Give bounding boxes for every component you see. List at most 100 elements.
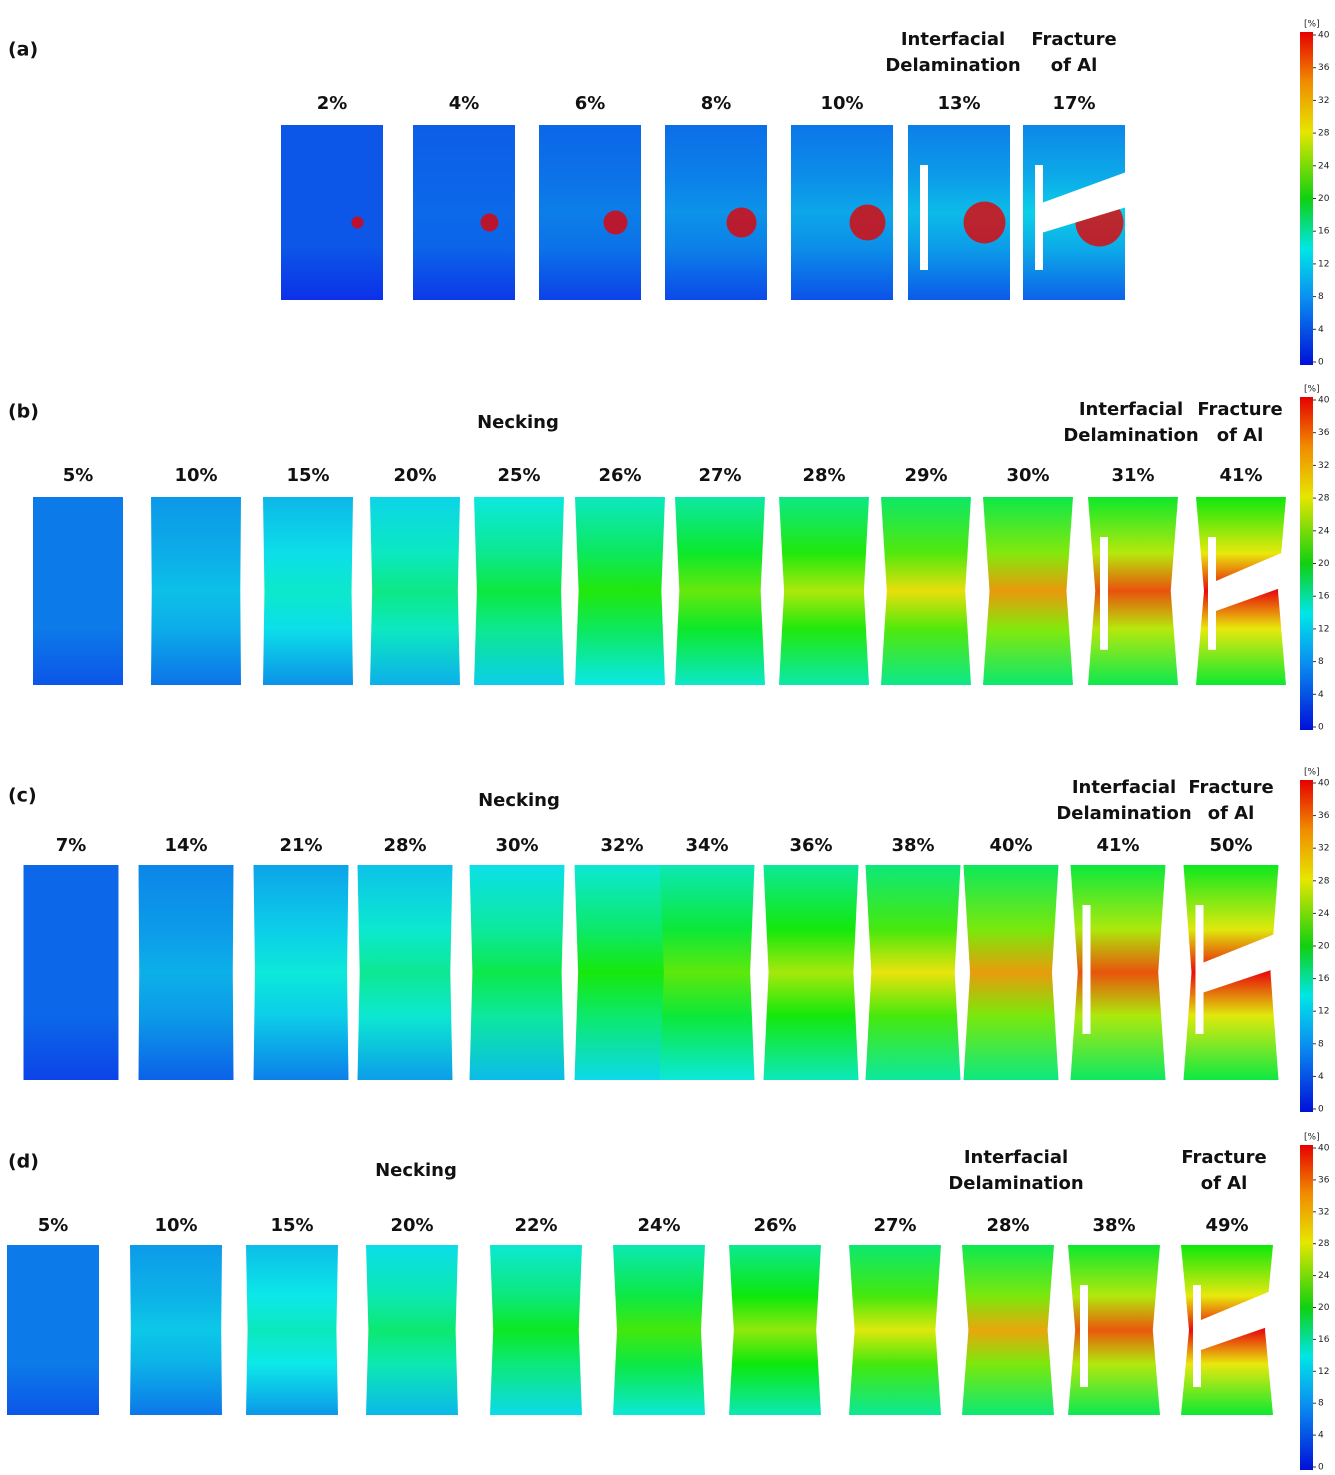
colorbar-tick-label: 0 <box>1318 1105 1324 1115</box>
hot-spot <box>964 202 1006 244</box>
specimen <box>675 497 765 685</box>
colorbar-tick-label: 36 <box>1318 1175 1330 1185</box>
colorbar-tick-label: 16 <box>1318 1335 1330 1345</box>
strain-label: 21% <box>279 835 322 856</box>
annotation: Necking <box>375 1160 457 1181</box>
specimen <box>7 1245 99 1415</box>
hot-spot <box>352 217 364 229</box>
specimen <box>263 497 353 685</box>
colorbar-tick-label: 36 <box>1318 811 1330 821</box>
colorbar-tick-label: 24 <box>1318 526 1330 536</box>
colorbar-tick-label: 12 <box>1318 259 1329 269</box>
annotation: Fracture <box>1181 1147 1266 1168</box>
colorbar-tick-label: 32 <box>1318 461 1329 471</box>
colorbar-tick-label: 32 <box>1318 844 1329 854</box>
annotation: Interfacial <box>1072 777 1176 798</box>
strain-label: 24% <box>637 1215 680 1236</box>
delamination-gap <box>1193 1285 1201 1387</box>
annotation: Interfacial <box>1079 399 1183 420</box>
colorbar-tick-label: 4 <box>1318 690 1324 700</box>
annotation: of Al <box>1217 425 1264 446</box>
panel-label: (b) <box>8 401 39 423</box>
specimen <box>474 497 564 685</box>
specimen <box>370 497 460 685</box>
colorbar-tick-label: 28 <box>1318 494 1330 504</box>
strain-label: 8% <box>701 93 732 114</box>
specimen <box>130 1245 222 1415</box>
specimen <box>575 497 665 685</box>
colorbar-tick-label: 40 <box>1318 1144 1330 1154</box>
colorbar-unit: [%] <box>1304 768 1320 778</box>
specimen <box>281 125 383 300</box>
hot-spot <box>604 211 628 235</box>
panel-label: (c) <box>8 785 37 807</box>
colorbar-tick-label: 28 <box>1318 876 1330 886</box>
colorbar-tick-label: 4 <box>1318 1431 1324 1441</box>
annotation: Delamination <box>948 1173 1083 1194</box>
strain-label: 28% <box>802 465 845 486</box>
colorbar-tick-label: 20 <box>1318 1303 1330 1313</box>
strain-label: 13% <box>937 93 980 114</box>
colorbar-tick-label: 20 <box>1318 559 1330 569</box>
strain-label: 15% <box>270 1215 313 1236</box>
strain-label: 30% <box>1006 465 1049 486</box>
specimen <box>764 865 859 1080</box>
strain-label: 31% <box>1111 465 1154 486</box>
colorbar-tick-label: 36 <box>1318 63 1330 73</box>
specimen <box>964 865 1059 1080</box>
annotation: Fracture <box>1031 29 1116 50</box>
strain-label: 50% <box>1209 835 1252 856</box>
specimen <box>881 497 971 685</box>
colorbar-tick-label: 0 <box>1318 358 1324 368</box>
colorbar-tick-label: 12 <box>1318 1367 1329 1377</box>
colorbar-tick-label: 40 <box>1318 779 1330 789</box>
specimen <box>33 497 123 685</box>
strain-label: 49% <box>1205 1215 1248 1236</box>
strain-label: 28% <box>383 835 426 856</box>
colorbar-tick-label: 16 <box>1318 974 1330 984</box>
annotation: Delamination <box>885 55 1020 76</box>
colorbar-tick-label: 20 <box>1318 194 1330 204</box>
strain-label: 26% <box>753 1215 796 1236</box>
colorbar-tick-label: 12 <box>1318 1007 1329 1017</box>
colorbar-tick-label: 8 <box>1318 1039 1324 1049</box>
colorbar-tick-label: 12 <box>1318 624 1329 634</box>
specimen <box>470 865 565 1080</box>
colorbar-tick-label: 8 <box>1318 292 1324 302</box>
annotation: Interfacial <box>901 29 1005 50</box>
colorbar-tick-label: 4 <box>1318 325 1324 335</box>
colorbar-tick-label: 40 <box>1318 31 1330 41</box>
specimen <box>779 497 869 685</box>
delamination-gap <box>1083 905 1091 1034</box>
specimen <box>575 865 670 1080</box>
specimen <box>866 865 961 1080</box>
colorbar-tick-label: 32 <box>1318 96 1329 106</box>
delamination-gap <box>1035 165 1043 270</box>
annotation: of Al <box>1201 1173 1248 1194</box>
colorbar-tick-label: 0 <box>1318 1463 1324 1473</box>
strain-label: 26% <box>598 465 641 486</box>
delamination-gap <box>1196 905 1204 1034</box>
strain-label: 6% <box>575 93 606 114</box>
strain-label: 10% <box>174 465 217 486</box>
figure: (a)InterfacialDelaminationFractureof Al2… <box>0 0 1335 1475</box>
colorbar-tick-label: 32 <box>1318 1207 1329 1217</box>
specimen <box>613 1245 705 1415</box>
colorbar-tick-label: 28 <box>1318 1239 1330 1249</box>
colorbar-tick-label: 24 <box>1318 1271 1330 1281</box>
strain-label: 7% <box>56 835 87 856</box>
delamination-gap <box>920 165 928 270</box>
strain-label: 20% <box>393 465 436 486</box>
colorbar-tick-label: 24 <box>1318 161 1330 171</box>
colorbar-tick-label: 36 <box>1318 428 1330 438</box>
strain-label: 20% <box>390 1215 433 1236</box>
colorbar-tick-label: 20 <box>1318 942 1330 952</box>
strain-label: 4% <box>449 93 480 114</box>
specimen <box>962 1245 1054 1415</box>
strain-label: 25% <box>497 465 540 486</box>
hot-spot <box>727 208 757 238</box>
strain-label: 38% <box>1092 1215 1135 1236</box>
colorbar <box>1300 1145 1313 1470</box>
specimen <box>983 497 1073 685</box>
hot-spot <box>850 205 886 241</box>
